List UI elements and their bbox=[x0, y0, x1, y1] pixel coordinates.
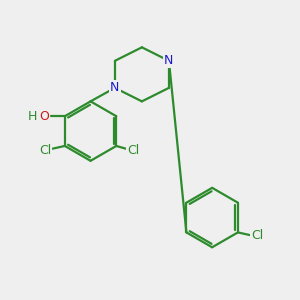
Text: H: H bbox=[28, 110, 38, 123]
Text: O: O bbox=[39, 110, 49, 123]
Text: Cl: Cl bbox=[127, 143, 139, 157]
Text: Cl: Cl bbox=[251, 229, 263, 242]
Text: N: N bbox=[164, 54, 174, 67]
Text: Cl: Cl bbox=[39, 143, 52, 157]
Text: N: N bbox=[110, 81, 120, 94]
